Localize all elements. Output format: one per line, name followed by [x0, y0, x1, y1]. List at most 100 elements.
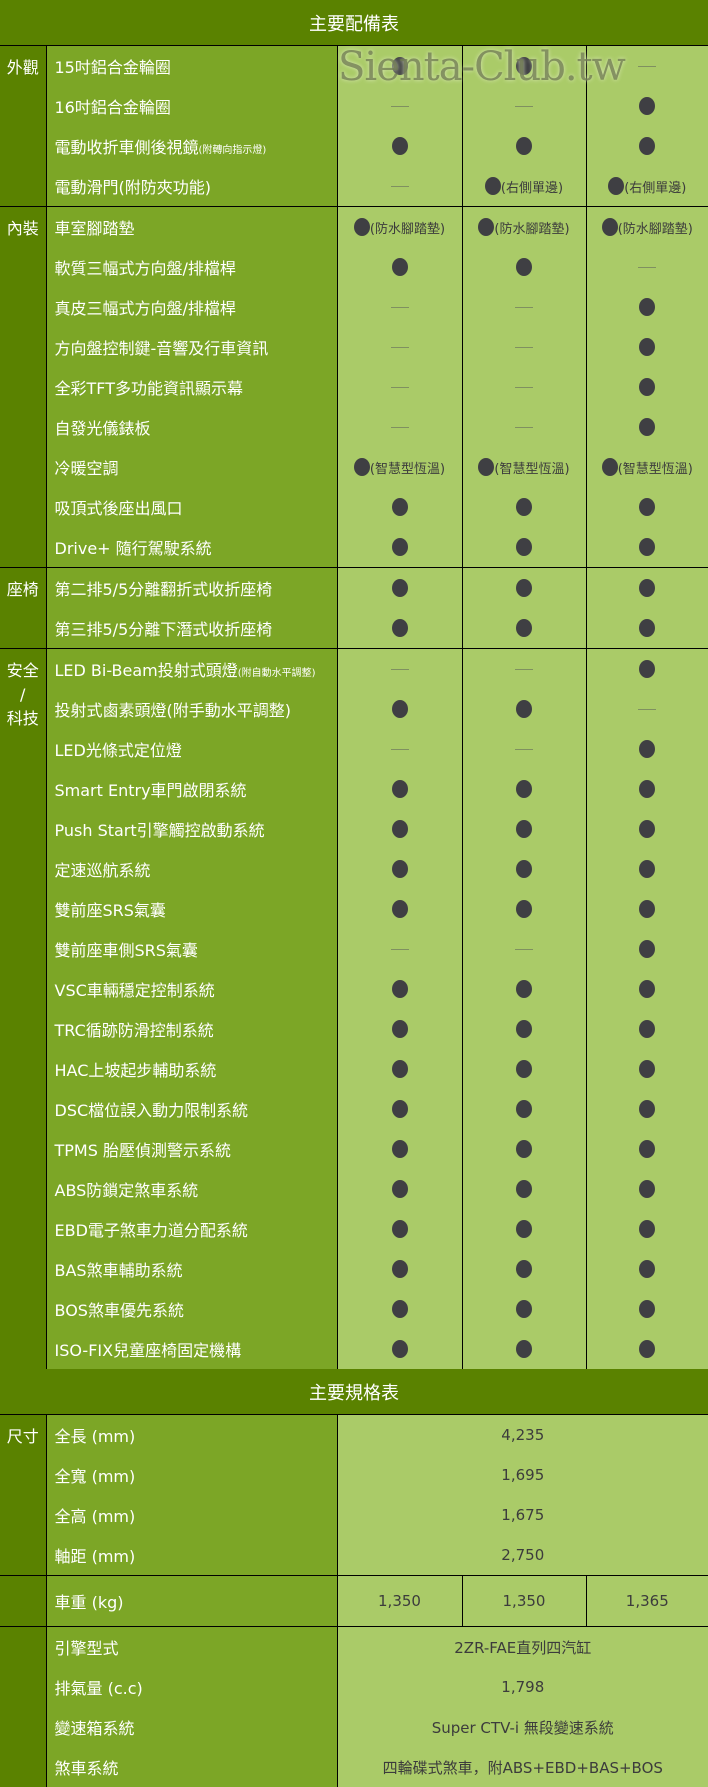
section: 座椅第二排5/5分離翻折式收折座椅第三排5/5分離下潛式收折座椅 — [0, 568, 708, 649]
value-cell — [462, 969, 586, 1009]
value-cell: (防水腳踏墊) — [337, 207, 462, 248]
value-cell — [586, 1049, 708, 1089]
filled-dot-icon — [354, 218, 370, 236]
filled-dot-icon — [602, 218, 618, 236]
filled-dot-icon — [516, 1260, 532, 1278]
value-cell: (智慧型恆溫) — [337, 447, 462, 487]
row-label: 全寬 (mm) — [46, 1455, 337, 1495]
row-label: 16吋鋁合金輪圈 — [46, 86, 337, 126]
filled-dot-icon — [478, 458, 494, 476]
filled-dot-icon — [639, 1060, 655, 1078]
filled-dot-icon — [639, 1140, 655, 1158]
filled-dot-icon — [639, 418, 655, 436]
value-cell — [462, 1129, 586, 1169]
value-cell — [586, 929, 708, 969]
section-label: 尺寸 — [0, 1415, 46, 1576]
filled-dot-icon — [608, 177, 624, 195]
value-cell — [337, 86, 462, 126]
filled-dot-icon — [516, 498, 532, 516]
filled-dot-icon — [516, 1100, 532, 1118]
row-label: TPMS 胎壓偵測警示系統 — [46, 1129, 337, 1169]
value-cell — [337, 889, 462, 929]
row-label: 雙前座車側SRS氣囊 — [46, 929, 337, 969]
filled-dot-icon — [392, 619, 408, 637]
value-cell — [586, 729, 708, 769]
value-cell — [586, 247, 708, 287]
row-label-text: LED Bi-Beam投射式頭燈 — [55, 661, 238, 680]
row-label: 全長 (mm) — [46, 1415, 337, 1456]
value-cell: 1,675 — [337, 1495, 708, 1535]
value-cell — [337, 809, 462, 849]
value-cell — [586, 126, 708, 166]
dash-icon — [515, 427, 533, 428]
value-cell — [337, 247, 462, 287]
filled-dot-icon — [639, 780, 655, 798]
section-label: 內裝 — [0, 207, 46, 568]
value-cell — [462, 809, 586, 849]
row-label: HAC上坡起步輔助系統 — [46, 1049, 337, 1089]
filled-dot-icon — [516, 1020, 532, 1038]
value-cell — [462, 1249, 586, 1289]
filled-dot-icon — [516, 1220, 532, 1238]
row-label: 車室腳踏墊 — [46, 207, 337, 248]
table-row: 吸頂式後座出風口 — [0, 487, 708, 527]
value-text: 1,675 — [501, 1506, 544, 1524]
value-cell: 2,750 — [337, 1535, 708, 1576]
table-row: EBD電子煞車力道分配系統 — [0, 1209, 708, 1249]
value-cell: (智慧型恆溫) — [586, 447, 708, 487]
row-label-text: 冷暖空調 — [55, 459, 119, 478]
section-label: 安全 / 科技 — [0, 649, 46, 1370]
value-cell — [586, 1169, 708, 1209]
filled-dot-icon — [392, 1180, 408, 1198]
value-cell — [586, 487, 708, 527]
value-cell — [462, 247, 586, 287]
value-cell — [462, 649, 586, 690]
filled-dot-icon — [639, 940, 655, 958]
row-label: BOS煞車優先系統 — [46, 1289, 337, 1329]
value-cell — [462, 367, 586, 407]
value-cell — [462, 327, 586, 367]
row-label-text: 排氣量 (c.c) — [55, 1679, 143, 1698]
value-cell — [462, 86, 586, 126]
section-label: 座椅 — [0, 568, 46, 649]
row-label: TRC循跡防滑控制系統 — [46, 1009, 337, 1049]
value-cell — [462, 487, 586, 527]
row-label: 冷暖空調 — [46, 447, 337, 487]
row-label: 全彩TFT多功能資訊顯示幕 — [46, 367, 337, 407]
value-cell — [337, 1129, 462, 1169]
filled-dot-icon — [392, 1100, 408, 1118]
row-label: EBD電子煞車力道分配系統 — [46, 1209, 337, 1249]
row-label-note: (附自動水平調整) — [238, 668, 316, 679]
dash-icon — [391, 387, 409, 388]
filled-dot-icon — [392, 820, 408, 838]
filled-dot-icon — [392, 1140, 408, 1158]
value-cell — [462, 849, 586, 889]
filled-dot-icon — [516, 619, 532, 637]
filled-dot-icon — [516, 538, 532, 556]
table-row: BOS煞車優先系統 — [0, 1289, 708, 1329]
filled-dot-icon — [392, 258, 408, 276]
row-label-text: HAC上坡起步輔助系統 — [55, 1061, 217, 1080]
value-cell — [462, 568, 586, 609]
row-label-text: DSC檔位誤入動力限制系統 — [55, 1101, 249, 1120]
row-label-text: 變速箱系統 — [55, 1719, 135, 1738]
value-cell: 1,350 — [462, 1576, 586, 1627]
value-cell — [586, 367, 708, 407]
row-label-text: TPMS 胎壓偵測警示系統 — [55, 1141, 231, 1160]
value-cell — [337, 1049, 462, 1089]
row-label-text: 雙前座車側SRS氣囊 — [55, 941, 198, 960]
row-label: 15吋鋁合金輪圈 — [46, 46, 337, 87]
filled-dot-icon — [639, 338, 655, 356]
value-cell: (防水腳踏墊) — [586, 207, 708, 248]
value-cell — [586, 1129, 708, 1169]
row-label: Smart Entry車門啟閉系統 — [46, 769, 337, 809]
section-label — [0, 1576, 46, 1627]
value-cell — [586, 809, 708, 849]
table-row: 尺寸全長 (mm)4,235 — [0, 1415, 708, 1456]
dash-icon — [391, 186, 409, 187]
row-label-text: Drive+ 隨行駕駛系統 — [55, 539, 212, 558]
row-label: 排氣量 (c.c) — [46, 1667, 337, 1707]
value-cell — [337, 769, 462, 809]
